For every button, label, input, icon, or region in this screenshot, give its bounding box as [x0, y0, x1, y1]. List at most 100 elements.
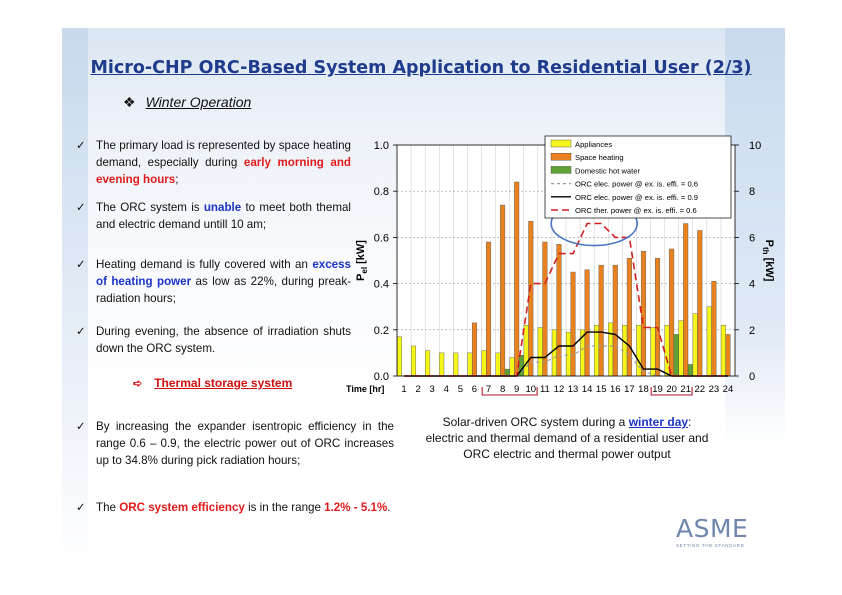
right-tick-label: 6	[749, 232, 755, 244]
bar-appliances	[411, 345, 417, 377]
bullet-isentropic-efficiency: ✓ By increasing the expander isentropic …	[76, 420, 394, 467]
bullet-evening: ✓ During evening, the absence of irradia…	[76, 325, 351, 355]
caption-line-1: Solar-driven ORC system during a winter …	[442, 415, 692, 429]
x-axis-label: Time [hr]	[346, 384, 384, 394]
left-tick-label: 0.8	[374, 186, 389, 198]
bar-appliances	[495, 352, 501, 377]
bar-series	[396, 181, 731, 377]
left-tick-label: 0.6	[374, 232, 389, 244]
thermal-storage-item: ➪ Thermal storage system	[133, 376, 292, 390]
bar-appliances	[678, 320, 684, 377]
evening-hours-bracket	[650, 387, 693, 396]
chart-legend: Appliances Space heating Domestic hot wate…	[544, 135, 732, 219]
bullet-heating-demand: ✓ Heating demand is fully covered with a…	[76, 258, 352, 305]
bullet-orc-efficiency: ✓ The ORC system efficiency is in the ra…	[76, 501, 391, 514]
right-tick-label: 2	[749, 325, 755, 337]
bar-domestic-hot-water	[687, 364, 693, 377]
x-tick-label: 18	[638, 384, 649, 395]
bar-appliances	[396, 336, 402, 377]
x-tick-label: 5	[458, 384, 463, 395]
x-tick-label: 9	[514, 384, 519, 395]
bar-space-heating	[640, 251, 646, 377]
asme-logo-tagline: SETTING THE STANDARD	[676, 543, 745, 548]
x-tick-label: 10	[526, 384, 537, 395]
legend-swatch	[550, 153, 572, 161]
asme-logo: ASME SETTING THE STANDARD	[676, 514, 764, 549]
legend-label: ORC ther. power @ ex. is. effi. = 0.6	[575, 206, 697, 215]
x-tick-label: 3	[430, 384, 435, 395]
bar-appliances	[706, 306, 712, 377]
thermal-storage-label: Thermal storage system	[154, 376, 293, 390]
right-tick-label: 8	[749, 186, 755, 198]
chart-caption: Solar-driven ORC system during a winter …	[408, 414, 726, 462]
bar-space-heating	[556, 244, 562, 377]
bar-appliances	[509, 357, 515, 377]
x-tick-label: 8	[500, 384, 505, 395]
right-tick-label: 0	[749, 371, 755, 383]
bar-space-heating	[598, 264, 604, 377]
x-tick-label: 17	[624, 384, 635, 395]
bar-space-heating	[514, 181, 520, 377]
asme-logo-text: ASME	[676, 514, 749, 543]
bar-space-heating	[500, 204, 506, 377]
bar-appliances	[551, 329, 557, 377]
section-heading-text: Winter Operation	[145, 94, 252, 110]
legend-label: ORC elec. power @ ex. is. effi. = 0.6	[575, 180, 698, 189]
bar-appliances	[565, 331, 571, 377]
y-axis-left-label: Pel [kW]	[355, 240, 369, 281]
left-tick-label: 0.0	[374, 371, 389, 383]
bar-appliances	[692, 313, 698, 377]
x-tick-label: 19	[652, 384, 663, 395]
legend-swatch	[550, 139, 572, 148]
bar-space-heating	[655, 257, 661, 377]
x-tick-label: 23	[709, 384, 720, 395]
x-tick-label: 2	[415, 384, 420, 395]
bar-space-heating	[683, 223, 689, 377]
check-icon: ✓	[76, 258, 86, 271]
x-tick-label: 1	[401, 384, 406, 395]
check-icon: ✓	[76, 325, 86, 338]
bar-appliances	[720, 324, 726, 377]
x-tick-label: 11	[540, 384, 550, 395]
caption-line-3: ORC electric and thermal power output	[463, 447, 671, 461]
bar-space-heating	[725, 334, 731, 377]
right-tick-label: 10	[749, 140, 761, 152]
bar-appliances	[439, 352, 445, 377]
x-tick-label: 7	[486, 384, 491, 395]
x-tick-label: 24	[723, 384, 734, 395]
bar-appliances	[523, 324, 529, 377]
bar-appliances	[467, 352, 473, 377]
legend-box	[544, 135, 732, 219]
legend-swatch	[550, 166, 572, 174]
bullet-orc-unable: ✓ The ORC system is unable to meet both …	[76, 201, 351, 231]
left-tick-label: 0.2	[374, 325, 389, 337]
check-icon: ✓	[76, 501, 86, 514]
caption-line-2: electric and thermal demand of a residen…	[425, 431, 709, 445]
legend-label: Space heating	[575, 153, 624, 162]
left-tick-label: 0.4	[374, 279, 389, 291]
legend-label: ORC elec. power @ ex. is. effi. = 0.9	[575, 193, 698, 202]
left-tick-label: 1.0	[374, 140, 389, 152]
bar-domestic-hot-water	[504, 368, 510, 377]
bar-space-heating	[570, 271, 576, 377]
x-tick-label: 14	[582, 384, 593, 395]
bar-space-heating	[697, 230, 703, 377]
right-tick-label: 4	[749, 279, 755, 291]
legend-label: Appliances	[575, 140, 612, 149]
bar-space-heating	[584, 269, 590, 377]
slide-title: Micro-CHP ORC-Based System Application t…	[90, 58, 752, 78]
bar-space-heating	[612, 264, 618, 377]
bar-space-heating	[486, 241, 492, 377]
diamond-bullet-icon: ❖	[123, 94, 136, 110]
x-tick-label: 4	[444, 384, 449, 395]
morning-hours-bracket	[481, 387, 538, 396]
bar-space-heating	[471, 322, 477, 377]
bullet-primary-load: ✓ The primary load is represented by spa…	[76, 139, 352, 186]
x-tick-label: 15	[596, 384, 607, 395]
bar-appliances	[636, 324, 642, 377]
bar-appliances	[537, 327, 543, 377]
y-axis-right-label: Pth [kW]	[761, 240, 775, 282]
section-heading: ❖ Winter Operation	[123, 94, 251, 111]
